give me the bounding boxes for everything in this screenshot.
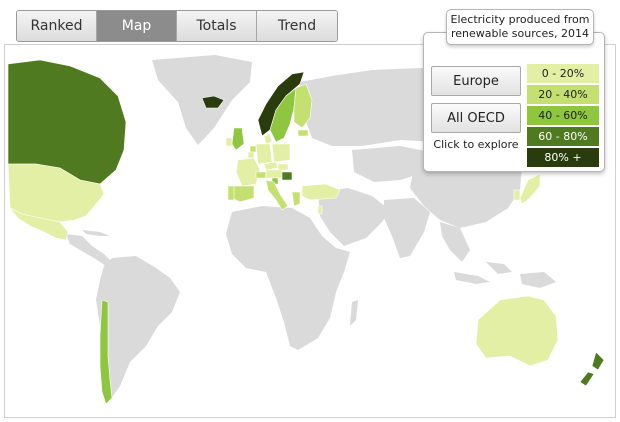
country-austria[interactable]: Hungary xyxy=(265,169,283,179)
country-denmark[interactable]: United Kingdom xyxy=(263,133,273,145)
country-hungary[interactable]: Austria xyxy=(281,171,293,181)
europe-button[interactable]: Europe xyxy=(431,66,521,96)
legend-item-0: 0 - 20% xyxy=(527,64,599,83)
country-belgium[interactable]: France xyxy=(247,151,255,159)
all-oecd-button[interactable]: All OECD xyxy=(431,103,521,133)
country-south-korea[interactable]: Japan xyxy=(513,189,521,201)
country-finland[interactable]: Finland xyxy=(293,83,313,129)
country-chile[interactable]: Chile xyxy=(99,299,113,405)
country-mexico[interactable]: Mexico xyxy=(9,207,69,241)
country-spain[interactable]: Slovenia xyxy=(231,185,255,203)
country-turkey[interactable]: Estonia xyxy=(301,183,341,201)
new-guinea xyxy=(520,272,556,288)
country-portugal[interactable]: Italy xyxy=(227,185,235,201)
country-france[interactable]: Czech Republic xyxy=(235,157,261,187)
south-america xyxy=(96,256,180,400)
middle-east xyxy=(318,188,390,246)
country-new-zealand[interactable]: New Zealand xyxy=(579,351,605,387)
panel-title: Electricity produced from renewable sour… xyxy=(446,9,594,45)
tab-ranked[interactable]: Ranked xyxy=(17,11,97,41)
country-switzerland[interactable]: Slovakia xyxy=(255,171,267,179)
country-netherlands[interactable]: Spain xyxy=(249,145,257,153)
country-japan[interactable]: South Korea xyxy=(519,173,541,205)
country-slovakia[interactable]: Poland xyxy=(277,163,289,171)
madagascar xyxy=(350,300,358,326)
cuba xyxy=(82,230,110,236)
central-america xyxy=(66,234,112,266)
legend-item-1: 20 - 40% xyxy=(527,85,599,104)
country-germany[interactable]: Belgium xyxy=(255,143,273,165)
tab-map[interactable]: Map xyxy=(97,11,177,41)
legend-item-2: 40 - 60% xyxy=(527,106,599,125)
indonesia-b xyxy=(486,262,512,274)
explore-hint: Click to explore xyxy=(433,138,519,151)
central-asia xyxy=(352,146,430,182)
country-czech-republic[interactable]: Germany xyxy=(263,161,279,171)
view-tabs: Ranked Map Totals Trend xyxy=(16,10,338,42)
africa xyxy=(226,206,350,350)
country-greece[interactable]: Turkey xyxy=(291,191,301,207)
country-italy[interactable]: Greece xyxy=(265,179,289,211)
greenland xyxy=(152,55,252,145)
southeast-asia xyxy=(440,222,470,262)
country-australia[interactable]: Australia xyxy=(475,295,559,367)
legend: 0 - 20% 20 - 40% 40 - 60% 60 - 80% 80% + xyxy=(527,64,599,169)
country-layer: Canada United States Mexico Chile Icelan… xyxy=(7,59,605,405)
legend-item-4: 80% + xyxy=(527,148,599,167)
country-norway[interactable]: Norway xyxy=(257,71,305,137)
country-estonia[interactable]: Denmark xyxy=(297,129,309,137)
tab-trend[interactable]: Trend xyxy=(257,11,337,41)
legend-item-3: 60 - 80% xyxy=(527,127,599,146)
country-poland[interactable]: Netherlands xyxy=(271,143,291,163)
indonesia-a xyxy=(454,272,490,284)
country-ireland[interactable]: Ireland xyxy=(225,137,233,147)
country-united-kingdom[interactable]: Portugal xyxy=(231,127,245,151)
india xyxy=(384,198,430,258)
country-israel[interactable]: Israel xyxy=(317,205,323,215)
tab-totals[interactable]: Totals xyxy=(177,11,257,41)
country-iceland[interactable]: Iceland xyxy=(201,95,225,109)
